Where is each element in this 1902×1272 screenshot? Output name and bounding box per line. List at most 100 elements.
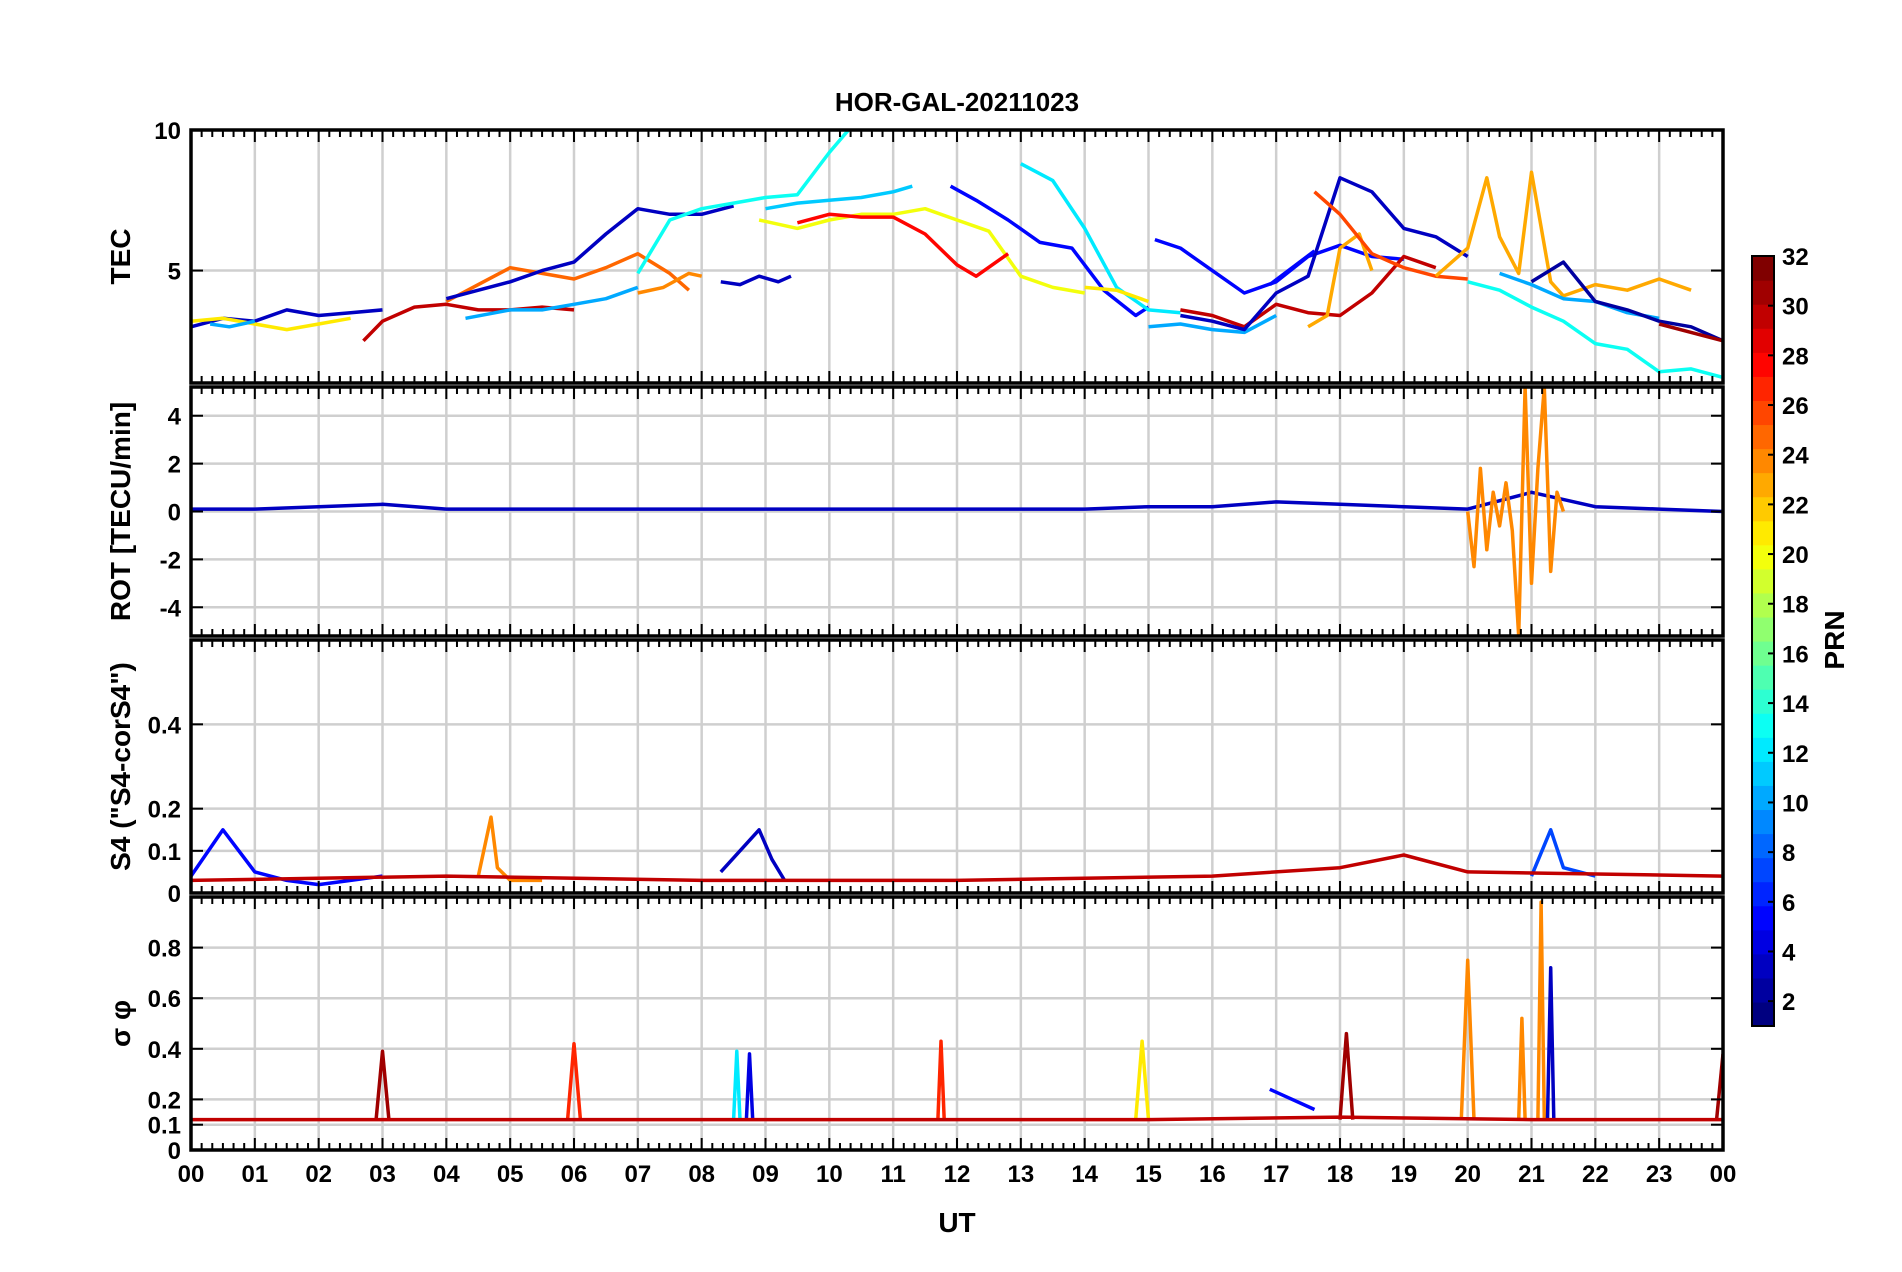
y-tick-label: 0.8 — [148, 936, 181, 963]
colorbar-segment — [1752, 496, 1774, 522]
series-line-prn-21 — [1133, 1039, 1151, 1120]
x-tick-label: 02 — [305, 1161, 332, 1188]
x-axis-label: UT — [938, 1207, 975, 1238]
colorbar-tick-label: 14 — [1782, 691, 1809, 718]
x-tick-label: 09 — [752, 1161, 779, 1188]
colorbar-tick-label: 12 — [1782, 741, 1809, 768]
colorbar-segment — [1752, 689, 1774, 714]
y-tick-label: 0 — [168, 881, 181, 908]
series-line-prn-4 — [744, 1052, 755, 1120]
colorbar-segment — [1752, 592, 1774, 618]
y-tick-label: 4 — [168, 404, 182, 431]
series-line-prn-24 — [637, 271, 703, 295]
series-line-prn-20 — [758, 206, 1086, 295]
colorbar-segment — [1752, 280, 1774, 305]
x-tick-label: 23 — [1646, 1161, 1673, 1188]
series-line-prn-13 — [1467, 280, 1723, 380]
series-line-prn-26 — [1313, 190, 1468, 281]
y-tick-label: 0.4 — [148, 1037, 182, 1064]
colorbar-segment — [1752, 544, 1774, 570]
colorbar-tick-label: 2 — [1782, 989, 1795, 1016]
colorbar-tick-label: 32 — [1782, 244, 1809, 271]
series-line-prn-31 — [1658, 322, 1723, 343]
colorbar-segment — [1752, 737, 1774, 762]
colorbar-segment — [1752, 352, 1774, 377]
grid — [191, 387, 1723, 636]
y-axis-label: ROT [TECU/min] — [105, 402, 136, 621]
series-line-prn-30 — [191, 1115, 1723, 1122]
minor-ticks — [190, 897, 1724, 1151]
series-line-prn-10 — [1148, 313, 1278, 335]
series-line-prn-12 — [1019, 162, 1181, 315]
series-line-prn-12 — [731, 1049, 742, 1120]
colorbar-segment — [1752, 857, 1774, 883]
panel-rot: -4 -2 0 2 4 ROT [TECU/min] — [105, 385, 1725, 638]
series-line-prn-31 — [1338, 1031, 1355, 1120]
colorbar-tick-label: 6 — [1782, 890, 1795, 917]
series-line-prn-23 — [1307, 232, 1374, 329]
colorbar-segment — [1752, 761, 1774, 786]
colorbar-tick-label: 24 — [1782, 443, 1809, 470]
x-tick-label: 00 — [1710, 1161, 1737, 1188]
series-group — [191, 387, 1723, 636]
colorbar-segment — [1752, 929, 1774, 955]
y-tick-label: 0 — [168, 500, 181, 527]
y-tick-label: 0.6 — [148, 986, 181, 1013]
series-line-prn-30 — [1180, 254, 1437, 329]
colorbar-segment — [1752, 568, 1774, 594]
colorbar-tick-label: 30 — [1782, 294, 1809, 321]
colorbar-segment — [1752, 713, 1774, 738]
colorbar-segment — [1752, 328, 1774, 353]
y-tick-label: 2 — [168, 452, 181, 479]
colorbar-label: PRN — [1819, 610, 1850, 669]
panel-sigma_phi: 00.10.2 0.4 0.6 0.8 σ φ — [105, 895, 1725, 1165]
series-line-prn-21 — [1084, 285, 1150, 304]
colorbar-segment — [1752, 881, 1774, 907]
x-tick-label: 04 — [433, 1161, 460, 1188]
grid — [191, 130, 1723, 383]
minor-ticks — [190, 129, 1724, 383]
series-group — [191, 130, 1723, 380]
x-tick-label: 00 — [178, 1161, 205, 1188]
series-line-prn-24 — [1459, 958, 1476, 1120]
series-line-prn-21 — [191, 316, 351, 332]
colorbar-tick-label: 10 — [1782, 790, 1809, 817]
series-line-prn-27 — [936, 1039, 946, 1120]
grid — [191, 640, 1723, 893]
colorbar-segment — [1752, 809, 1774, 835]
panel-tec: 5 10 TEC — [105, 118, 1725, 385]
y-tick-label: 0.4 — [148, 712, 182, 739]
colorbar-tick-label: 28 — [1782, 343, 1809, 370]
y-tick-label: 0.2 — [148, 1087, 181, 1114]
colorbar-segment — [1752, 833, 1774, 859]
x-tick-label: 19 — [1390, 1161, 1417, 1188]
colorbar-segment — [1752, 424, 1774, 450]
colorbar-segment — [1752, 256, 1774, 281]
y-axis-label: S4 ("S4-corS4") — [105, 662, 136, 871]
colorbar-tick-label: 8 — [1782, 840, 1795, 867]
x-tick-label: 14 — [1071, 1161, 1098, 1188]
x-tick-label: 16 — [1199, 1161, 1226, 1188]
x-tick-label: 12 — [944, 1161, 971, 1188]
x-tick-label: 11 — [880, 1161, 905, 1188]
series-line-prn-5 — [1269, 1087, 1316, 1112]
chart-title: HOR-GAL-20211023 — [835, 87, 1079, 117]
y-axis-label: σ φ — [105, 1000, 136, 1047]
colorbar-segment — [1752, 400, 1774, 426]
y-tick-label: 0.1 — [148, 1113, 181, 1140]
series-line-prn-11 — [765, 184, 913, 211]
x-tick-label: 13 — [1007, 1161, 1034, 1188]
colorbar-segment — [1752, 616, 1774, 642]
y-tick-label: 0.1 — [148, 839, 181, 866]
series-line-prn-30 — [362, 302, 575, 343]
colorbar-segment — [1752, 376, 1774, 401]
colorbar-tick-label: 22 — [1782, 492, 1809, 519]
series-line-prn-30 — [191, 853, 1723, 883]
series-line-prn-24 — [1536, 900, 1547, 1120]
minor-ticks — [190, 640, 1724, 894]
minor-ticks — [190, 387, 1724, 636]
colorbar-segment — [1752, 304, 1774, 329]
